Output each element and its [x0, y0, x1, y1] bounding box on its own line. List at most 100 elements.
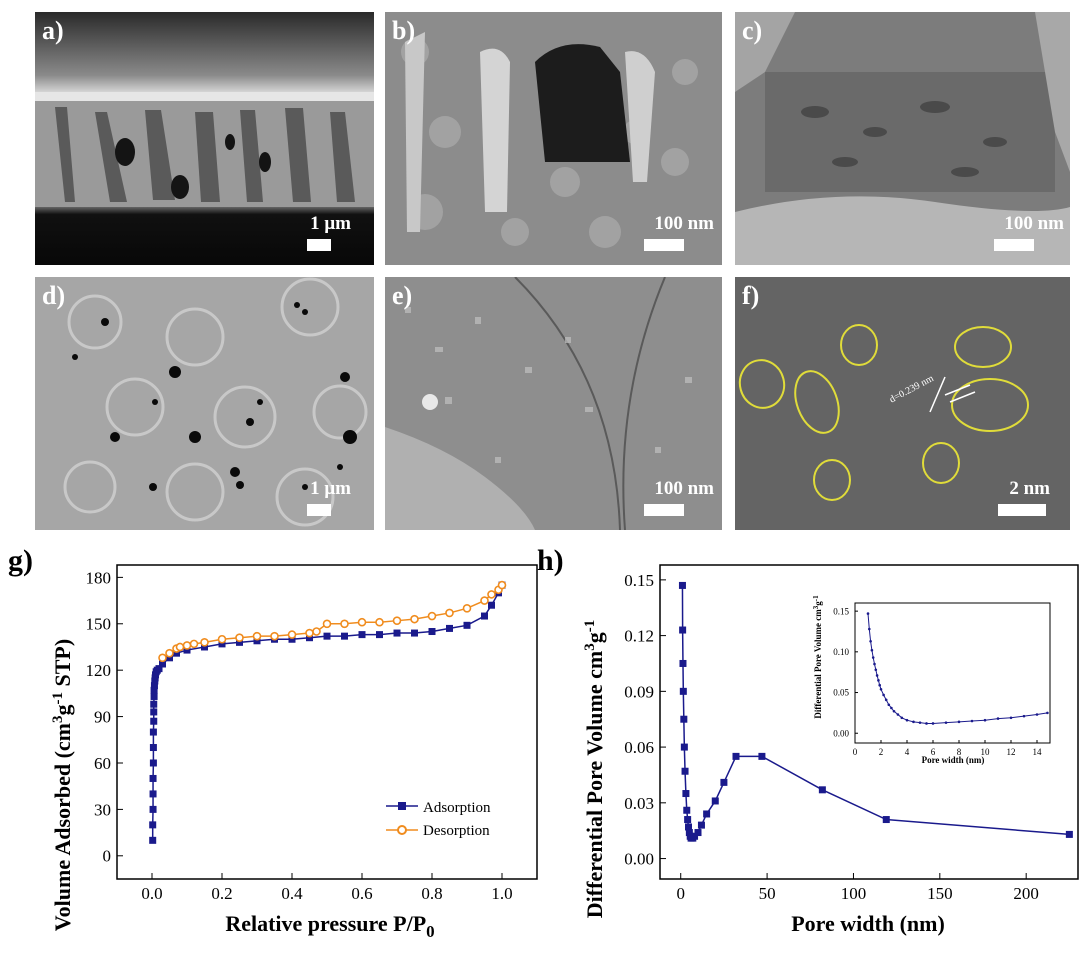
panel-d-sem-surface: d) 1 μm — [35, 277, 374, 530]
crystallite-ellipse — [840, 324, 878, 366]
inset-y-tick-label: 0.15 — [833, 606, 849, 616]
inset-x-tick-label: 12 — [1007, 747, 1016, 757]
inset-x-axis-label: Pore width (nm) — [922, 755, 985, 765]
legend-desorption-label: Desorption — [423, 823, 490, 839]
panel-d-image — [35, 277, 374, 530]
isotherm-data-point — [306, 634, 313, 642]
isotherm-data-point — [375, 617, 384, 627]
isotherm-data-point — [445, 608, 454, 618]
isotherm-data-point — [357, 617, 367, 627]
isotherm-x-tick-label: 1.0 — [491, 884, 512, 903]
panel-b-scale-bar — [644, 239, 684, 251]
isotherm-data-point — [323, 632, 331, 640]
inset-data-point — [871, 656, 875, 659]
isotherm-y-tick-label: 30 — [94, 800, 111, 819]
inset-data-point — [925, 722, 928, 725]
inset-data-point — [931, 722, 935, 725]
inset-data-point — [873, 662, 876, 666]
inset-data-point — [882, 693, 885, 697]
pore-y-tick-label: 0.03 — [624, 794, 654, 813]
panel-e-tem: e) 100 nm — [385, 277, 722, 530]
pore-data-point — [818, 786, 826, 794]
pore-y-axis-label: Differential Pore Volume cm3g-1 — [582, 620, 607, 918]
panel-b-scale-text: 100 nm — [654, 213, 714, 234]
isotherm-data-point — [411, 629, 418, 637]
inset-data-point — [1046, 711, 1049, 715]
pore-data-point — [679, 626, 687, 634]
inset-x-tick-label: 2 — [879, 747, 884, 757]
isotherm-data-point — [487, 590, 496, 599]
panel-b-label: b) — [392, 16, 416, 45]
inset-data-point — [1022, 714, 1026, 718]
pore-data-point — [703, 810, 711, 818]
inset-data-point — [1009, 716, 1013, 720]
isotherm-data-point — [305, 628, 314, 638]
isotherm-data-point — [149, 821, 157, 829]
inset-data-point — [878, 683, 881, 687]
inset-y-tick-label: 0.00 — [833, 728, 849, 738]
panel-a-scale-text: 1 μm — [310, 213, 351, 234]
pore-data-point — [732, 752, 740, 760]
isotherm-x-tick-label: 0.8 — [421, 884, 442, 903]
inset-background — [855, 603, 1050, 743]
isotherm-ticks: 0.0 0.2 0.4 0.6 0.8 1.0 0 30 60 90 120 150 180 — [86, 568, 513, 903]
inset-data-point — [869, 639, 872, 643]
pore-x-tick-label: 200 — [1013, 884, 1039, 903]
isotherm-series-line-1 — [162, 584, 503, 659]
legend-adsorption-label: Adsorption — [423, 800, 491, 816]
isotherm-data-point — [159, 660, 166, 668]
inset-x-tick-label: 4 — [905, 747, 910, 757]
isotherm-data-point — [150, 686, 158, 694]
panel-a-image — [35, 12, 374, 265]
crystallite-ellipse — [922, 442, 960, 484]
inset-plot-frame — [854, 602, 1051, 744]
isotherm-data-point — [497, 580, 507, 590]
pore-data-point — [684, 816, 692, 824]
panel-c-label: c) — [742, 16, 763, 45]
isotherm-data-point — [201, 643, 208, 651]
isotherm-data-point — [189, 639, 199, 649]
isotherm-data-point — [149, 836, 157, 844]
inset-x-tick-label: 10 — [981, 747, 991, 757]
panel-e-scale-text: 100 nm — [654, 478, 714, 499]
pore-data-point — [691, 832, 699, 840]
isotherm-data-point — [427, 611, 437, 621]
pore-plot-frame — [659, 564, 1079, 880]
inset-data-point — [868, 627, 871, 631]
pore-data-point — [679, 659, 687, 667]
isotherm-data-point — [288, 635, 296, 643]
pore-data-point — [711, 797, 719, 805]
inset-x-tick-label: 8 — [957, 747, 962, 757]
pore-axes — [659, 564, 1079, 880]
panel-e-image — [385, 277, 722, 530]
isotherm-data-point — [358, 631, 366, 639]
legend-desorption-marker — [397, 825, 407, 835]
panel-b-scalebar: 100 nm — [634, 211, 714, 251]
isotherm-data-point — [446, 624, 453, 632]
inset-y-axis-label: Differential Pore Volume cm3g-1 — [812, 595, 823, 719]
panel-f-scale-bar — [998, 504, 1046, 516]
inset-data-point — [884, 698, 888, 702]
isotherm-data-point — [200, 638, 209, 647]
isotherm-data-point — [462, 604, 472, 613]
isotherm-chart: 0.0 0.2 0.4 0.6 0.8 1.0 0 30 60 90 120 150 180 Relat… — [50, 564, 538, 941]
panel-e-label: e) — [392, 281, 413, 310]
inset-data-point — [892, 709, 896, 713]
pore-x-tick-label: 100 — [841, 884, 867, 903]
isotherm-data-point — [488, 601, 495, 609]
isotherm-data-point — [149, 744, 157, 752]
isotherm-data-point — [173, 649, 180, 657]
inset-data-point — [957, 720, 961, 724]
inset-x-tick-label: 0 — [853, 747, 858, 757]
isotherm-data-point — [235, 633, 244, 642]
isotherm-data-point — [150, 692, 158, 700]
isotherm-y-tick-label: 120 — [86, 661, 112, 680]
isotherm-x-axis-label: Relative pressure P/P0 — [225, 911, 434, 941]
inset-data-point — [866, 612, 870, 615]
inset-data-point — [896, 713, 900, 716]
inset-data-point — [877, 679, 880, 682]
inset-x-tick-label: 6 — [931, 747, 936, 757]
crystallite-ellipse — [813, 459, 851, 501]
